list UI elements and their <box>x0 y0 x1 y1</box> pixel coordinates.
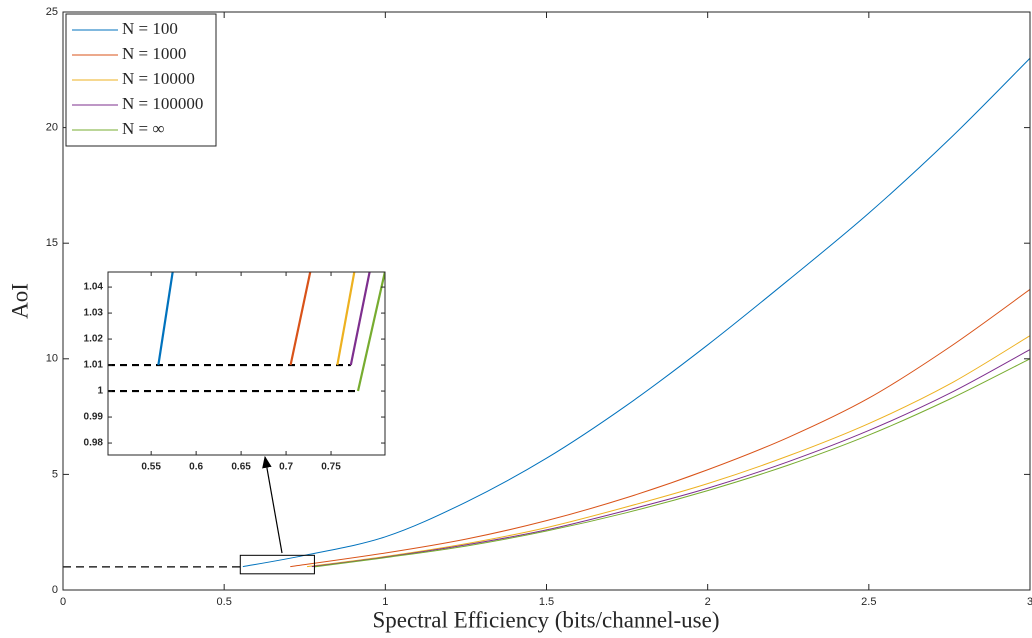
y-tick-label: 1.03 <box>84 308 104 319</box>
y-tick-label: 1.04 <box>84 282 104 293</box>
series-line <box>289 272 312 366</box>
legend-label: N = ∞ <box>122 119 164 138</box>
x-tick-label: 0.75 <box>321 462 341 473</box>
y-tick-label: 0.98 <box>84 438 104 449</box>
y-tick-label: 15 <box>46 237 58 249</box>
series-line <box>157 272 174 366</box>
x-tick-label: 0.65 <box>231 462 251 473</box>
x-tick-label: 3 <box>1027 596 1032 608</box>
y-tick-label: 0.99 <box>84 412 104 423</box>
y-tick-label: 1.02 <box>84 334 104 345</box>
x-tick-label: 1 <box>382 596 388 608</box>
plot-layer <box>63 57 1030 568</box>
series-line <box>336 272 356 366</box>
series-line <box>356 272 385 392</box>
x-axis-label: Spectral Efficiency (bits/channel-use) <box>373 607 720 632</box>
y-tick-label: 20 <box>46 122 58 134</box>
series-line <box>306 335 1030 568</box>
x-tick-label: 0.5 <box>217 596 232 608</box>
y-tick-label: 5 <box>52 468 58 480</box>
series-line <box>349 272 371 366</box>
legend-label: N = 10000 <box>122 69 195 88</box>
y-tick-label: 1 <box>97 386 103 397</box>
y-axis-label: AoI <box>7 283 32 319</box>
axes-box <box>107 271 386 456</box>
legend-label: N = 100 <box>122 19 178 38</box>
series-line <box>242 57 1030 568</box>
x-tick-label: 2.5 <box>861 596 876 608</box>
plot-layer <box>108 272 385 393</box>
x-tick-label: 0.6 <box>189 462 203 473</box>
zoom-arrow <box>262 455 283 554</box>
x-tick-label: 2 <box>705 596 711 608</box>
inset-background <box>108 272 385 455</box>
y-tick-label: 1.01 <box>84 360 104 371</box>
legend-label: N = 1000 <box>122 44 186 63</box>
y-tick-label: 0 <box>52 584 58 596</box>
x-tick-label: 0 <box>60 596 66 608</box>
x-tick-label: 0.7 <box>279 462 293 473</box>
legend-label: N = 100000 <box>122 94 203 113</box>
series-line <box>311 349 1030 568</box>
y-tick-label: 10 <box>46 353 58 365</box>
y-tick-label: 25 <box>46 6 58 18</box>
x-tick-label: 0.55 <box>141 462 161 473</box>
series-line <box>290 289 1030 568</box>
series-line <box>314 358 1030 568</box>
x-tick-label: 1.5 <box>539 596 554 608</box>
zoom-box <box>239 554 315 575</box>
